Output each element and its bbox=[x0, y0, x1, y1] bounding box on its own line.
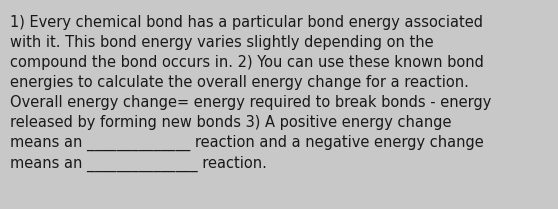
Text: 1) Every chemical bond has a particular bond energy associated
with it. This bon: 1) Every chemical bond has a particular … bbox=[10, 15, 492, 172]
